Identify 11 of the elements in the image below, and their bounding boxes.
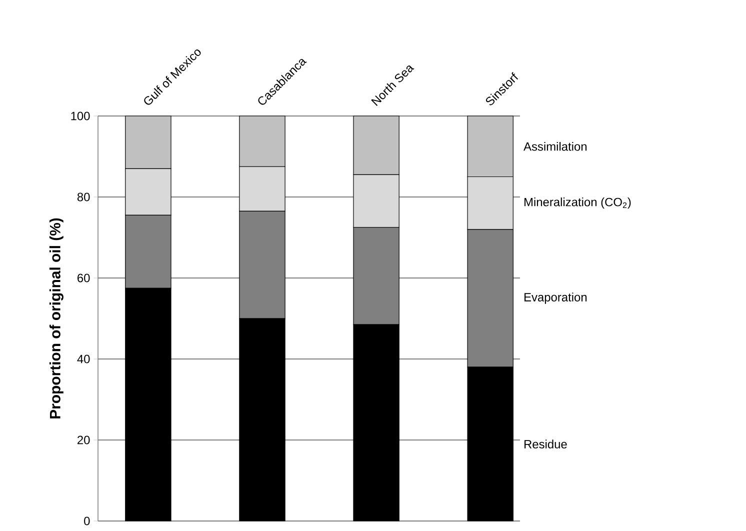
y-tick-label: 40	[77, 354, 90, 364]
y-tick-label: 20	[78, 436, 90, 444]
series-label: Evaporation	[524, 292, 587, 304]
series-label: Mineralization (CO$_{2}$)	[524, 198, 631, 209]
y-tick-label: 60	[78, 274, 90, 282]
series-label: Residue	[524, 440, 567, 448]
y-axis-title: Proportion of original oil (%)	[49, 218, 64, 418]
series-label: Assimilation	[524, 142, 587, 151]
y-tick-label: 80	[77, 192, 90, 202]
y-tick-label: 0	[84, 516, 90, 526]
y-tick-label: 100	[71, 112, 90, 120]
